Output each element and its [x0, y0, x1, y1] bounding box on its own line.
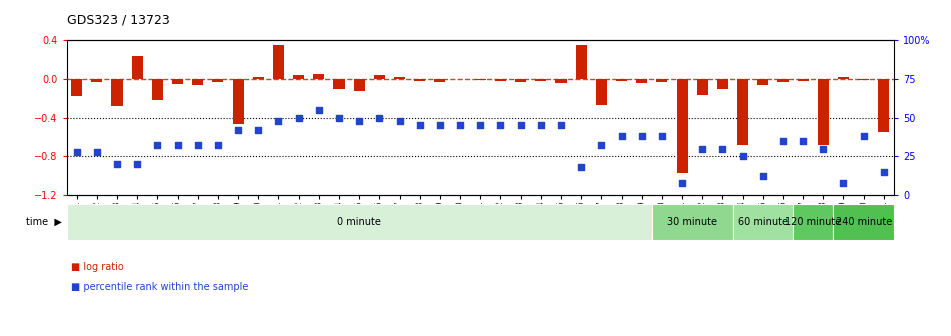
Point — [876, 169, 891, 174]
Bar — [212, 79, 223, 82]
Bar — [152, 79, 163, 100]
Text: 30 minute: 30 minute — [668, 217, 717, 227]
Bar — [475, 79, 486, 80]
Point — [271, 118, 286, 123]
Bar — [354, 79, 365, 91]
Bar — [91, 79, 103, 82]
Text: 120 minute: 120 minute — [786, 217, 842, 227]
Bar — [833, 204, 894, 240]
Bar — [676, 79, 688, 173]
Point — [251, 127, 266, 133]
Bar — [253, 77, 263, 79]
Point — [89, 149, 105, 154]
Bar — [293, 75, 304, 79]
Text: ■ percentile rank within the sample: ■ percentile rank within the sample — [71, 282, 249, 292]
Point — [493, 123, 508, 128]
Bar — [616, 79, 627, 81]
Point — [634, 133, 650, 139]
Text: 240 minute: 240 minute — [836, 217, 892, 227]
Bar — [717, 79, 728, 89]
Point — [311, 107, 326, 113]
Bar — [858, 79, 869, 80]
Bar — [575, 45, 587, 79]
Point — [553, 123, 569, 128]
Bar — [793, 204, 833, 240]
Bar — [798, 79, 808, 81]
Bar — [394, 77, 405, 79]
Bar — [737, 79, 748, 145]
Point — [352, 118, 367, 123]
Text: 0 minute: 0 minute — [338, 217, 381, 227]
Bar — [273, 45, 284, 79]
Point — [614, 133, 630, 139]
Bar — [555, 79, 567, 83]
Bar — [233, 79, 243, 124]
Point — [593, 143, 609, 148]
Bar — [435, 79, 445, 82]
Point — [331, 115, 346, 120]
Point — [715, 146, 730, 151]
Bar — [777, 79, 788, 82]
Point — [694, 146, 709, 151]
Bar — [131, 56, 143, 79]
Bar — [334, 79, 344, 89]
Point — [412, 123, 427, 128]
Point — [534, 123, 549, 128]
Bar — [595, 79, 607, 105]
Bar — [172, 79, 184, 84]
Bar — [415, 79, 425, 81]
Point — [109, 161, 125, 167]
Point — [836, 180, 851, 185]
Point — [230, 127, 245, 133]
Point — [816, 146, 831, 151]
Point — [210, 143, 225, 148]
Text: GDS323 / 13723: GDS323 / 13723 — [67, 14, 169, 27]
Point — [796, 138, 811, 143]
Point — [513, 123, 528, 128]
Bar — [879, 79, 889, 132]
Bar — [111, 79, 123, 106]
Bar — [651, 204, 732, 240]
Bar — [515, 79, 526, 82]
Text: 60 minute: 60 minute — [738, 217, 787, 227]
Point — [372, 115, 387, 120]
Point — [654, 133, 670, 139]
Point — [149, 143, 165, 148]
Text: time  ▶: time ▶ — [26, 217, 62, 227]
Point — [775, 138, 790, 143]
Point — [453, 123, 468, 128]
Bar — [656, 79, 668, 82]
Bar — [192, 79, 204, 85]
Point — [433, 123, 448, 128]
Bar — [374, 75, 385, 79]
Bar — [313, 74, 324, 79]
Point — [735, 154, 750, 159]
Point — [129, 161, 145, 167]
Bar — [697, 79, 708, 95]
Bar — [732, 204, 793, 240]
Bar — [535, 79, 546, 81]
Point — [170, 143, 185, 148]
Point — [69, 149, 85, 154]
Bar — [636, 79, 648, 83]
Point — [392, 118, 407, 123]
Bar — [71, 79, 82, 96]
Bar — [495, 79, 506, 81]
Bar — [818, 79, 829, 145]
Text: ■ log ratio: ■ log ratio — [71, 262, 124, 272]
Point — [190, 143, 205, 148]
Bar — [838, 77, 849, 79]
Point — [291, 115, 306, 120]
Bar — [67, 204, 651, 240]
Point — [674, 180, 689, 185]
Bar — [757, 79, 768, 85]
Point — [755, 174, 770, 179]
Point — [473, 123, 488, 128]
Point — [856, 133, 871, 139]
Point — [573, 164, 589, 170]
